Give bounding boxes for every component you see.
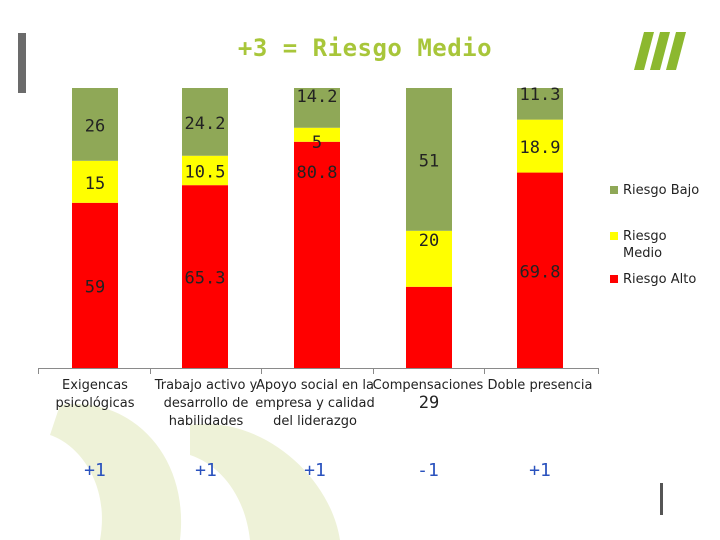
bar-value-label: 15 [85,174,105,194]
legend-item-bajo: Riesgo Bajo [610,182,699,199]
score-doble-presencia: +1 [529,460,551,481]
page-title: +3 = Riesgo Medio [237,34,493,62]
score-exigencas: +1 [84,460,106,481]
bar-segment-riesgo-medio [294,127,340,142]
score-apoyo-social: +1 [304,460,326,481]
brand-logo-icon [634,32,686,70]
bar-value-label: 11.3 [520,85,561,105]
bar-segment-riesgo-alto [294,141,340,368]
category-label-apoyo-social: Apoyo social en la empresa y calidad del… [255,378,375,429]
bar-value-label: 59 [85,277,105,297]
bar-segment-riesgo-medio [517,119,563,173]
bar-value-label: 5 [312,133,322,153]
category-label-doble-presencia: Doble presencia [487,378,593,393]
bar-value-label: 20 [419,231,439,251]
background-decoration [50,403,340,540]
bar-value-label: 80.8 [297,163,338,183]
bar-segment-riesgo-medio [72,160,118,203]
legend-label-alto: Riesgo Alto [623,272,697,287]
score-trabajo-activo: +1 [195,460,217,481]
legend-swatch-medio [610,232,618,240]
legend-item-alto: Riesgo Alto [610,271,696,288]
legend-swatch-alto [610,275,618,283]
bar-value-label: 18.9 [520,138,561,158]
left-accent-bar [18,33,26,93]
legend-label-bajo: Riesgo Bajo [623,183,700,198]
bar-segment-riesgo-bajo [72,88,118,161]
bar-segment-riesgo-bajo [406,88,452,231]
bar-segment-riesgo-alto [72,202,118,368]
bar-segment-riesgo-alto [517,172,563,368]
bar-segment-riesgo-alto [182,185,228,368]
category-label-compensaciones: Compensaciones [372,378,484,393]
bar-value-label: 29 [419,393,439,413]
bottom-accent-bar [660,483,663,515]
bar-value-label: 65.3 [185,269,226,289]
legend-item-medio: Riesgo Medio [610,228,710,262]
bar-value-label: 10.5 [185,162,226,182]
bar-segment-riesgo-bajo [294,88,340,128]
bar-segment-riesgo-bajo [517,88,563,120]
legend-label-medio: Riesgo Medio [623,229,667,261]
bar-segment-riesgo-alto [406,286,452,368]
score-compensaciones: -1 [417,460,439,481]
bar-value-label: 24.2 [185,114,226,134]
category-label-trabajo-activo: Trabajo activo y desarrollo de habilidad… [154,378,258,429]
bar-value-label: 14.2 [297,87,338,107]
bar-value-label: 51 [419,151,439,171]
legend-swatch-bajo [610,186,618,194]
bar-segment-riesgo-bajo [182,88,228,156]
bar-segment-riesgo-medio [182,155,228,186]
bar-value-label: 26 [85,116,105,136]
bar-segment-riesgo-medio [406,230,452,287]
category-label-exigencas: Exigencas psicológicas [55,378,135,411]
bar-value-label: 69.8 [520,262,561,282]
